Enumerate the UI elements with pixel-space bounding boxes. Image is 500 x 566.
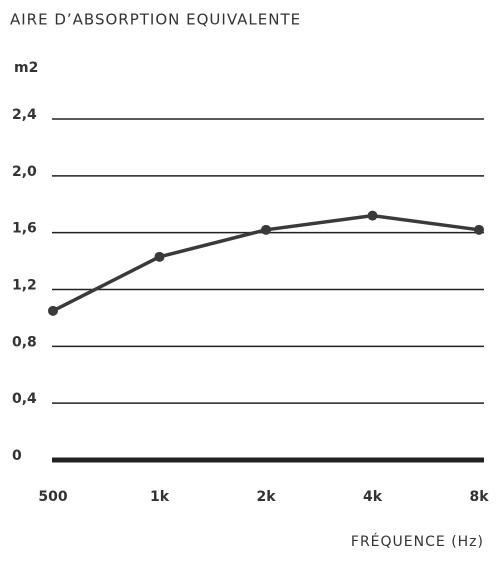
- x-tick-label: 500: [38, 489, 67, 505]
- x-tick-label: 8k: [469, 489, 489, 505]
- y-tick-label: 0: [12, 448, 22, 464]
- y-tick-label: 0,4: [12, 391, 37, 407]
- data-point: [48, 305, 58, 316]
- chart-title: AIRE D’ABSORPTION EQUIVALENTE: [10, 11, 301, 29]
- data-point: [474, 224, 484, 235]
- data-point: [154, 251, 165, 262]
- y-tick-label: 2,4: [12, 107, 37, 123]
- data-point: [367, 210, 378, 221]
- x-tick-label: 1k: [150, 489, 170, 505]
- x-tick-label: 4k: [363, 489, 383, 505]
- x-tick-label: 2k: [256, 489, 276, 505]
- y-axis-label: m2: [14, 60, 38, 76]
- data-point: [261, 224, 271, 235]
- y-tick-label: 1,2: [12, 278, 37, 294]
- y-tick-label: 2,0: [12, 164, 37, 180]
- x-axis-label: FRÉQUENCE (Hz): [351, 533, 484, 550]
- y-tick-label: 0,8: [12, 334, 37, 350]
- y-tick-label: 1,6: [12, 221, 37, 237]
